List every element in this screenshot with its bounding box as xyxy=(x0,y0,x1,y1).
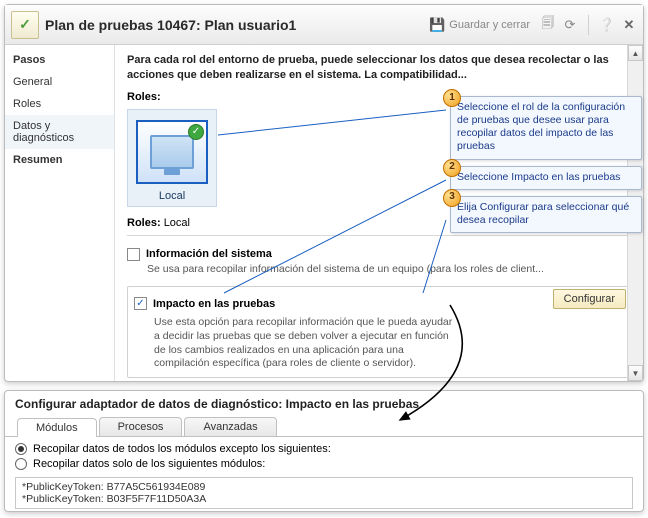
callout-text-2: Seleccione Impacto en las pruebas xyxy=(457,171,620,183)
callout-3: 3 Elija Configurar para seleccionar qué … xyxy=(450,196,642,233)
checkbox-checked[interactable]: ✓ xyxy=(134,297,147,310)
radio-unselected-icon[interactable] xyxy=(15,458,27,470)
configure-dialog: Configurar adaptador de datos de diagnós… xyxy=(4,390,644,512)
save-icon: 💾 xyxy=(429,17,445,33)
intro-text: Para cada rol del entorno de prueba, pue… xyxy=(127,53,633,83)
radio-exclude-row[interactable]: Recopilar datos de todos los módulos exc… xyxy=(15,443,633,455)
radio-include-label: Recopilar datos solo de los siguientes m… xyxy=(33,458,265,470)
info-system-title: Información del sistema xyxy=(146,248,272,260)
sidebar: Pasos General Roles Datos y diagnósticos… xyxy=(5,45,115,381)
role-name: Local xyxy=(159,190,185,202)
callout-badge-3: 3 xyxy=(443,189,461,207)
scroll-up-icon[interactable]: ▲ xyxy=(628,45,643,61)
refresh-icon[interactable]: ⟳ xyxy=(562,17,578,33)
sidebar-item-pasos[interactable]: Pasos xyxy=(5,49,114,71)
impact-title: Impacto en las pruebas xyxy=(153,298,275,310)
plan-icon xyxy=(11,11,39,39)
info-system-desc: Se usa para recopilar información del si… xyxy=(147,263,633,277)
callout-text-3: Elija Configurar para seleccionar qué de… xyxy=(457,201,629,226)
save-close-button[interactable]: 💾 Guardar y cerrar xyxy=(425,15,534,35)
callout-1: 1 Seleccione el rol de la configuración … xyxy=(450,96,642,160)
tab-procesos[interactable]: Procesos xyxy=(99,417,183,436)
token-1: *PublicKeyToken: B77A5C561934E089 xyxy=(22,481,626,493)
tabs: Módulos Procesos Avanzadas xyxy=(5,417,643,437)
sidebar-item-datos[interactable]: Datos y diagnósticos xyxy=(5,115,114,149)
tab-body: Recopilar datos de todos los módulos exc… xyxy=(5,437,643,515)
scroll-down-icon[interactable]: ▼ xyxy=(628,365,643,381)
callout-badge-1: 1 xyxy=(443,89,461,107)
callout-text-1: Seleccione el rol de la configuración de… xyxy=(457,101,625,152)
callout-badge-2: 2 xyxy=(443,159,461,177)
save-close-label: Guardar y cerrar xyxy=(449,19,530,31)
callouts: 1 Seleccione el rol de la configuración … xyxy=(450,96,642,233)
role-tile: ✓ xyxy=(136,120,208,184)
token-list[interactable]: *PublicKeyToken: B77A5C561934E089 *Publi… xyxy=(15,477,633,509)
sidebar-item-general[interactable]: General xyxy=(5,71,114,93)
dialog-title: Configurar adaptador de datos de diagnós… xyxy=(5,391,643,415)
impact-desc: Use esta opción para recopilar informaci… xyxy=(154,316,454,371)
save-copy-icon[interactable]: 🗐 xyxy=(540,17,556,33)
radio-include-row[interactable]: Recopilar datos solo de los siguientes m… xyxy=(15,458,633,470)
radio-selected-icon[interactable] xyxy=(15,443,27,455)
configure-button[interactable]: Configurar xyxy=(553,289,626,309)
window-title: Plan de pruebas 10467: Plan usuario1 xyxy=(45,17,296,33)
checkbox-unchecked[interactable] xyxy=(127,248,140,261)
titlebar: Plan de pruebas 10467: Plan usuario1 💾 G… xyxy=(5,5,643,45)
monitor-icon xyxy=(150,135,194,169)
help-icon[interactable]: ❔ xyxy=(599,17,615,33)
token-2: *PublicKeyToken: B03F5F7F11D50A3A xyxy=(22,493,626,505)
impact-block: ✓ Impacto en las pruebas Configurar Use … xyxy=(127,286,633,378)
sidebar-item-roles[interactable]: Roles xyxy=(5,93,114,115)
close-icon[interactable]: ✕ xyxy=(621,17,637,33)
role-card[interactable]: ✓ Local xyxy=(127,109,217,207)
check-icon: ✓ xyxy=(188,124,204,140)
info-system-row[interactable]: Información del sistema xyxy=(127,248,633,261)
sidebar-item-resumen[interactable]: Resumen xyxy=(5,149,114,171)
tab-modulos[interactable]: Módulos xyxy=(17,418,97,437)
tab-avanzadas[interactable]: Avanzadas xyxy=(184,417,276,436)
callout-2: 2 Seleccione Impacto en las pruebas xyxy=(450,166,642,190)
radio-exclude-label: Recopilar datos de todos los módulos exc… xyxy=(33,443,331,455)
